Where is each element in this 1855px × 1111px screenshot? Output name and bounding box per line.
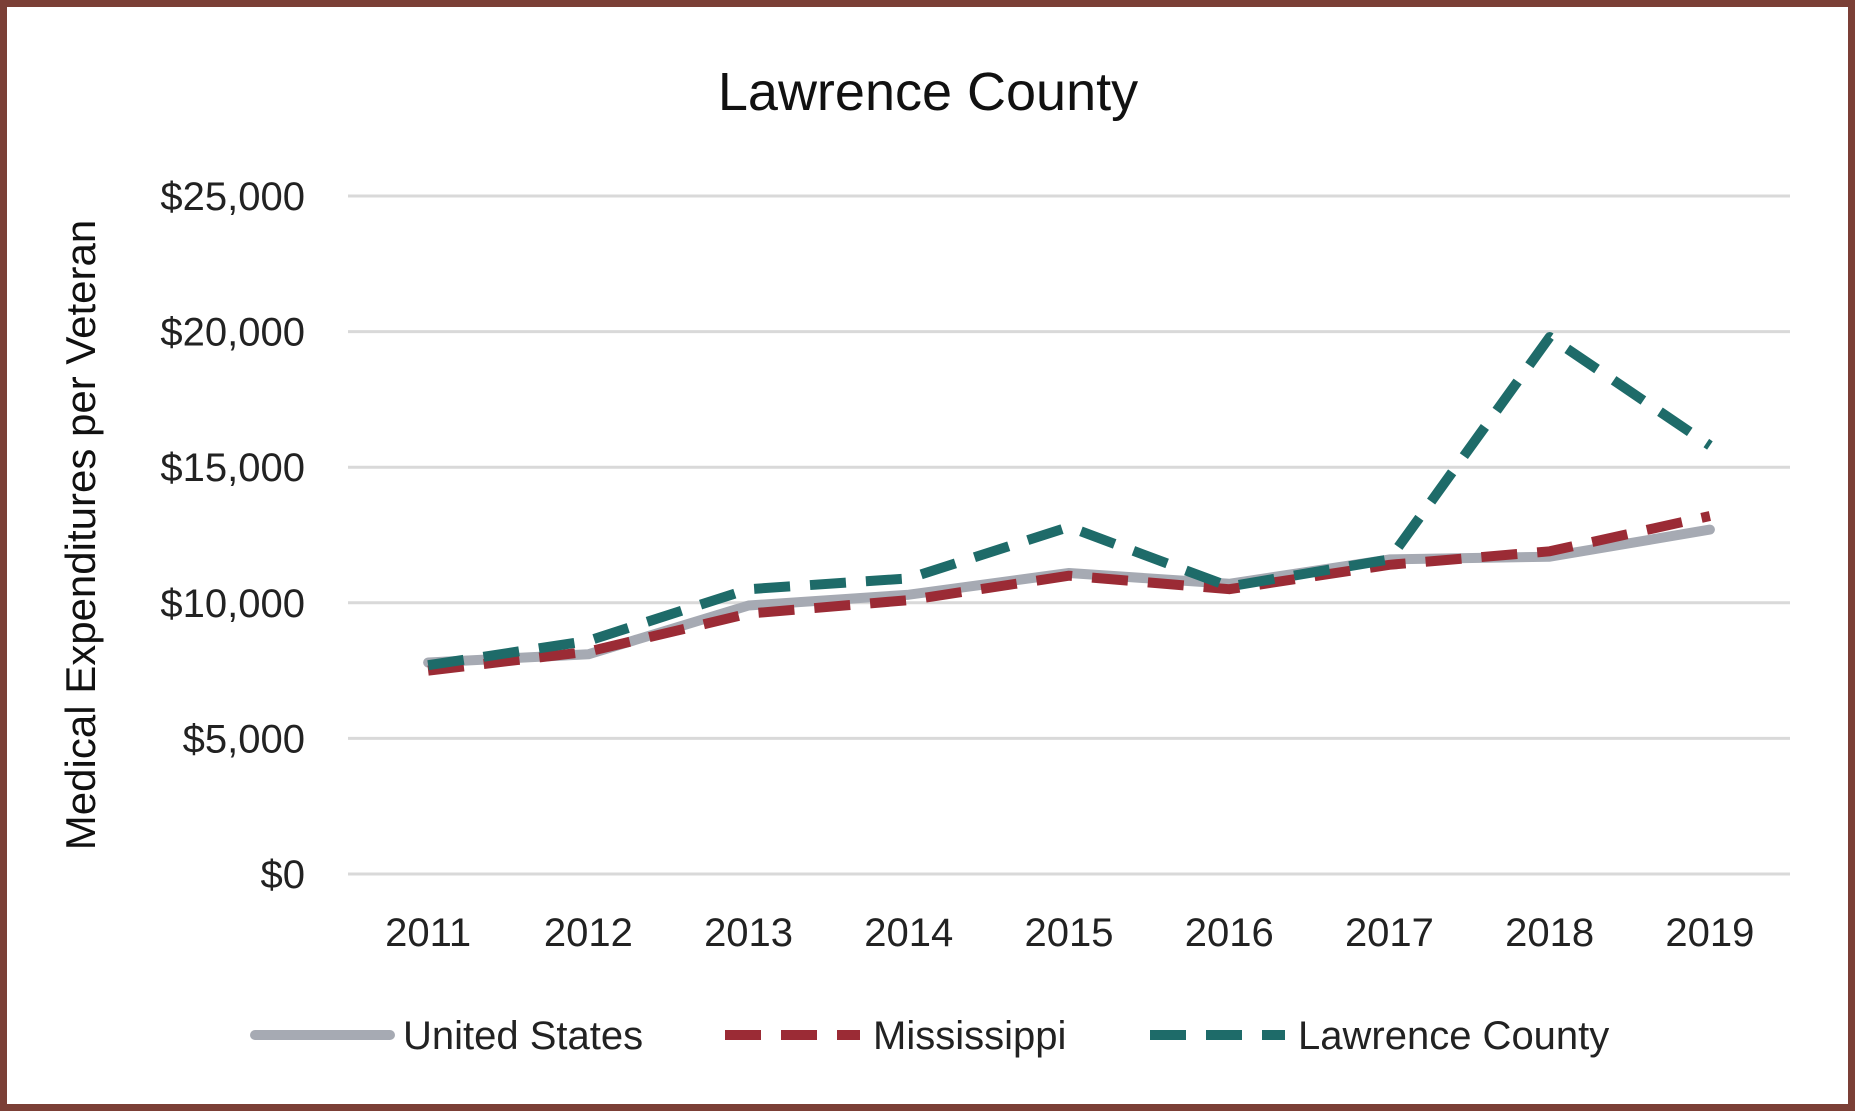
x-tick-label: 2015: [1025, 911, 1114, 955]
y-axis-label: Medical Expenditures per Veteran: [57, 220, 104, 850]
legend-label: Mississippi: [873, 1014, 1066, 1058]
y-tick-label: $0: [261, 853, 306, 897]
series-line-lawrence-county: [427, 332, 1713, 671]
x-tick-label: 2011: [385, 911, 471, 955]
y-tick-label: $5,000: [183, 717, 305, 761]
y-tick-labels: $0 $5,000 $10,000 $15,000 $20,000 $25,000: [160, 175, 305, 897]
x-tick-label: 2013: [704, 911, 793, 955]
legend: United States Mississippi Lawrence County: [250, 1014, 1609, 1058]
x-tick-label: 2017: [1345, 911, 1434, 955]
x-tick-label: 2018: [1505, 911, 1594, 955]
y-tick-label: $20,000: [160, 311, 305, 355]
x-tick-label: 2014: [864, 911, 953, 955]
legend-label: United States: [403, 1014, 643, 1058]
chart-title: Lawrence County: [718, 62, 1138, 122]
series-lines: [423, 332, 1715, 676]
series-line-mississippi: [427, 511, 1711, 676]
y-tick-label: $10,000: [160, 582, 305, 626]
gridlines: [348, 194, 1790, 876]
x-tick-label: 2012: [544, 911, 633, 955]
y-tick-label: $15,000: [160, 446, 305, 490]
x-tick-label: 2019: [1665, 911, 1754, 955]
x-tick-label: 2016: [1185, 911, 1274, 955]
legend-label: Lawrence County: [1298, 1014, 1609, 1058]
y-tick-label: $25,000: [160, 175, 305, 219]
x-tick-labels: 2011 2012 2013 2014 2015 2016 2017 2018 2019: [385, 911, 1754, 955]
